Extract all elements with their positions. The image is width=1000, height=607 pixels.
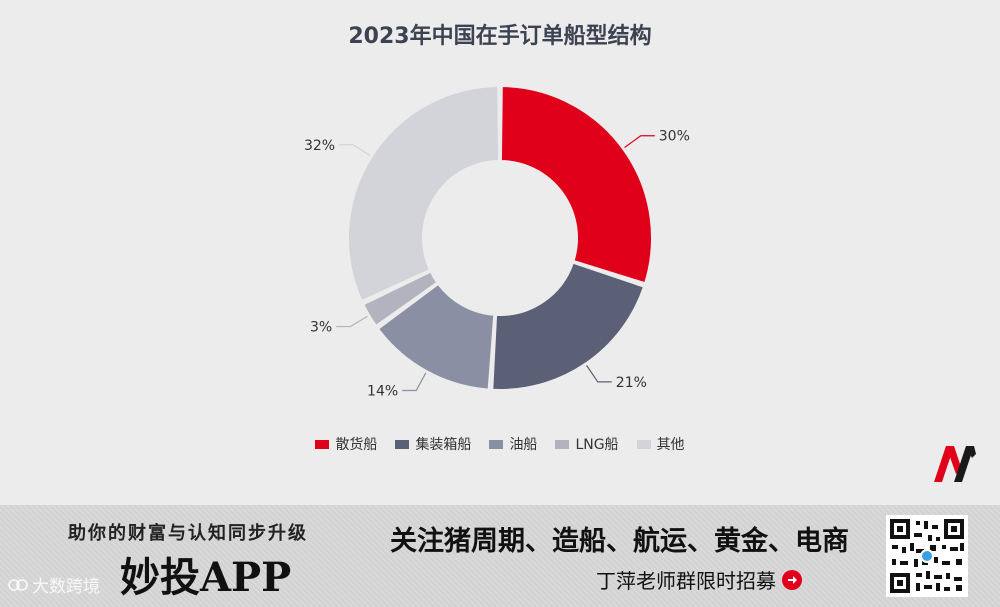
qr-code-icon[interactable] xyxy=(886,515,968,597)
legend-label-1: 集装箱船 xyxy=(415,437,472,453)
leader-line-0 xyxy=(624,135,655,148)
slice-labels: 30% 21% 14% 3% 32% xyxy=(304,129,690,400)
donut-slice-1 xyxy=(491,261,646,391)
recruit-link[interactable]: 丁萍老师群限时招募 xyxy=(596,565,802,594)
legend-swatch-4 xyxy=(636,439,651,449)
legend-label-0: 散货船 xyxy=(335,437,378,453)
legend-swatch-1 xyxy=(395,439,410,449)
watermark-logo-icon xyxy=(8,578,28,591)
legend: 散货船 集装箱船 油船 LNG船 其他 xyxy=(0,434,1000,454)
slice-label-1: 21% xyxy=(616,375,647,391)
leader-line-2 xyxy=(402,372,427,392)
legend-swatch-2 xyxy=(489,439,504,449)
banner-topics: 关注猪周期、造船、航运、黄金、电商 xyxy=(390,526,849,557)
donut-slice-0 xyxy=(499,84,653,285)
donut-slice-2 xyxy=(376,282,496,391)
slice-label-2: 14% xyxy=(367,383,398,399)
banner-slogan: 助你的财富与认知同步升级 xyxy=(68,523,308,544)
legend-label-2: 油船 xyxy=(509,437,538,453)
chart-area: 2023年中国在手订单船型结构 30% 21% 14% 3% 32% 散货船 集装箱船 油船… xyxy=(0,24,1000,482)
leader-line-1 xyxy=(586,365,612,383)
legend-label-3: LNG船 xyxy=(575,437,619,453)
legend-item-1: 集装箱船 xyxy=(395,434,471,454)
slice-label-0: 30% xyxy=(659,129,690,145)
arrow-right-icon xyxy=(782,569,802,590)
leader-lines xyxy=(336,135,655,392)
watermark: 大数跨境 xyxy=(8,572,100,597)
donut-slices xyxy=(347,84,653,391)
chart-title: 2023年中国在手订单船型结构 xyxy=(348,24,652,49)
donut-slice-4 xyxy=(347,84,501,303)
huxiu-m-logo-icon xyxy=(934,446,976,482)
promo-banner: 助你的财富与认知同步升级 妙投APP 关注猪周期、造船、航运、黄金、电商 丁萍老… xyxy=(0,505,1000,607)
legend-item-0: 散货船 xyxy=(315,434,377,454)
recruit-text: 丁萍老师群限时招募 xyxy=(596,569,776,593)
slice-label-3: 3% xyxy=(310,320,332,336)
legend-swatch-3 xyxy=(555,439,570,449)
leader-line-4 xyxy=(339,144,371,156)
legend-item-4: 其他 xyxy=(636,434,685,454)
banner-app-name[interactable]: 妙投APP xyxy=(120,554,292,601)
legend-item-2: 油船 xyxy=(489,434,537,454)
donut-chart: 30% 21% 14% 3% 32% xyxy=(304,84,690,400)
legend-swatch-0 xyxy=(315,439,330,449)
leader-line-3 xyxy=(336,315,368,328)
donut-slice-3 xyxy=(361,270,439,328)
legend-item-3: LNG船 xyxy=(555,434,619,454)
legend-label-4: 其他 xyxy=(656,437,685,453)
watermark-text: 大数跨境 xyxy=(32,577,100,597)
slice-label-4: 32% xyxy=(304,138,335,154)
